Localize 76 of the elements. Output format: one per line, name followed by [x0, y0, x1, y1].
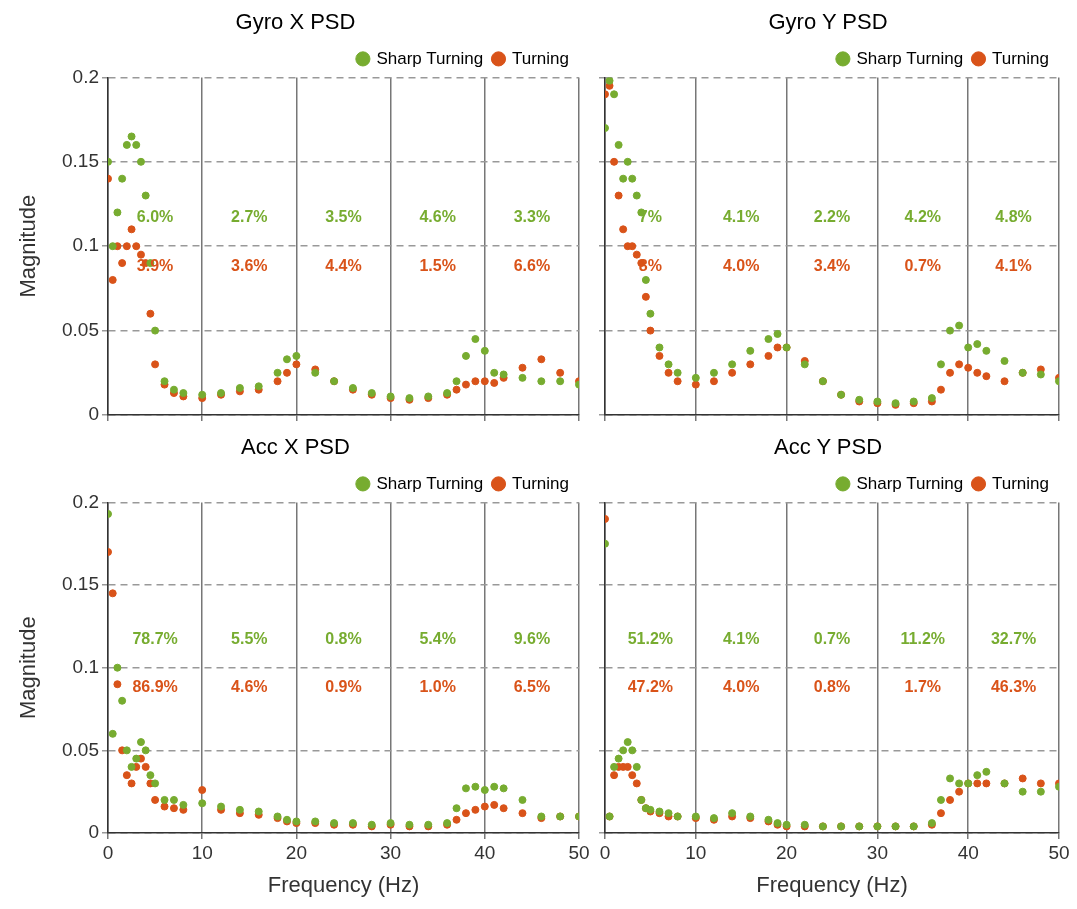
- x-tick-label: 10: [685, 841, 707, 863]
- annotation: 6.5%: [513, 677, 551, 695]
- chart-title: Gyro Y PSD: [768, 9, 888, 35]
- x-axis-title: Frequency (Hz): [756, 871, 908, 897]
- annotation: 4.1%: [722, 630, 760, 648]
- y-tick-label: 0.05: [62, 318, 99, 340]
- y-tick-label: 0.1: [72, 655, 99, 677]
- annotation: 9.6%: [513, 630, 551, 648]
- chart-title: Acc X PSD: [241, 434, 350, 460]
- annotation: 3.5%: [325, 207, 362, 225]
- annotation: 2.7%: [231, 207, 268, 225]
- y-tick-label: 0.2: [72, 65, 99, 87]
- annotation: 47.2%: [627, 677, 674, 695]
- annotation: 5.5%: [231, 630, 268, 648]
- annotation: 4.4%: [325, 256, 362, 274]
- y-tick-label: 0.2: [72, 490, 99, 512]
- annotation: 4.8%: [995, 207, 1032, 225]
- annotation: 46.3%: [990, 677, 1037, 695]
- legend-label: Sharp Turning: [376, 473, 484, 493]
- annotation: 1.7%: [904, 677, 942, 695]
- annotation: 3.3%: [513, 207, 551, 225]
- annotation: 6.0%: [136, 207, 174, 225]
- x-tick-label: 30: [866, 841, 888, 863]
- annotation: 0.8%: [813, 677, 851, 695]
- legend-label: Turning: [991, 473, 1050, 493]
- y-tick-label: 0.1: [72, 234, 99, 256]
- annotation: 4.0%: [722, 256, 760, 274]
- legend-label: Sharp Turning: [856, 48, 964, 68]
- annotation: 0.7%: [904, 256, 942, 274]
- annotation: 4.6%: [419, 207, 456, 225]
- annotation: 4.0%: [722, 677, 760, 695]
- annotation: 2.2%: [813, 207, 851, 225]
- annotation: 4.1%: [722, 207, 760, 225]
- annotation: 1.0%: [419, 677, 456, 695]
- y-axis-title: Magnitude: [15, 616, 41, 720]
- x-axis-title: Frequency (Hz): [267, 871, 420, 897]
- annotation: 32.7%: [990, 630, 1037, 648]
- legend-label: Turning: [511, 473, 570, 493]
- x-tick-label: 0: [599, 841, 611, 863]
- annotation: 3.9%: [136, 256, 174, 274]
- legend-label: Turning: [511, 48, 570, 68]
- x-tick-label: 30: [380, 841, 402, 863]
- chart-title: Gyro X PSD: [235, 9, 356, 35]
- annotation: 3.6%: [231, 256, 268, 274]
- annotation: 6.6%: [513, 256, 551, 274]
- x-tick-label: 20: [285, 841, 307, 863]
- x-tick-label: 50: [1048, 841, 1070, 863]
- annotation: 11.2%: [900, 630, 946, 648]
- annotation: 4.2%: [904, 207, 942, 225]
- x-tick-label: 0: [102, 841, 114, 863]
- chart-title: Acc Y PSD: [773, 434, 883, 460]
- x-tick-label: 20: [776, 841, 798, 863]
- annotation: 78.7%: [132, 630, 178, 648]
- legend-label: Turning: [991, 48, 1050, 68]
- y-tick-label: 0: [88, 821, 99, 843]
- annotation: 51.2%: [627, 630, 674, 648]
- annotation: 0.7%: [813, 630, 851, 648]
- x-tick-label: 40: [957, 841, 979, 863]
- x-tick-label: 50: [568, 841, 590, 863]
- y-axis-title: Magnitude: [15, 194, 41, 298]
- y-tick-label: 0.15: [62, 573, 99, 595]
- x-tick-label: 40: [474, 841, 496, 863]
- y-tick-label: 0: [88, 403, 99, 425]
- y-tick-label: 0.15: [62, 150, 99, 172]
- annotation: 0.9%: [325, 677, 362, 695]
- annotation: 3.4%: [813, 256, 851, 274]
- y-tick-label: 0.05: [62, 738, 99, 760]
- x-tick-label: 10: [191, 841, 213, 863]
- annotation: 5.4%: [419, 630, 456, 648]
- annotation: 86.9%: [132, 677, 178, 695]
- annotation: 1.5%: [419, 256, 456, 274]
- annotation: 4.1%: [995, 256, 1032, 274]
- legend-label: Sharp Turning: [376, 48, 484, 68]
- legend-label: Sharp Turning: [856, 473, 964, 493]
- annotation: 4.6%: [231, 677, 268, 695]
- annotation: 0.8%: [325, 630, 362, 648]
